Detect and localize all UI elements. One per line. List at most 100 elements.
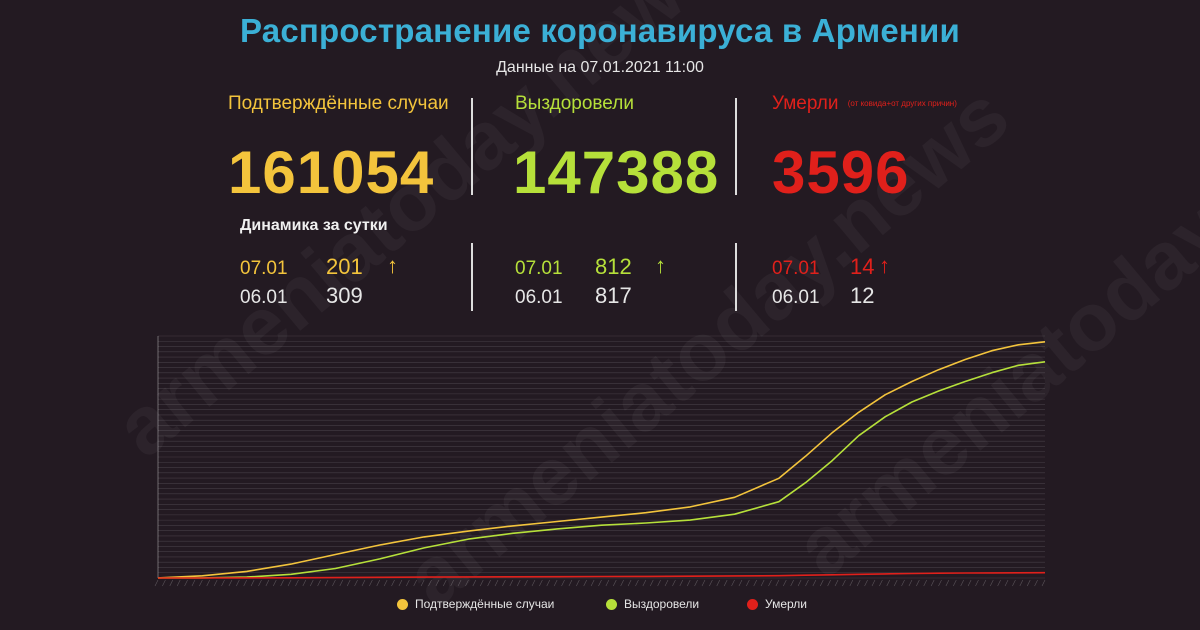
x-tick xyxy=(753,579,757,587)
x-tick xyxy=(997,579,1001,587)
page-title: Распространение коронавируса в Армении xyxy=(240,12,960,49)
x-tick xyxy=(383,579,388,587)
x-tick xyxy=(561,579,565,587)
recovered-up-arrow-icon: ↑ xyxy=(655,253,666,278)
x-tick xyxy=(450,579,454,587)
x-tick xyxy=(901,579,905,587)
x-tick xyxy=(169,579,174,587)
confirmed-today-value: 201 xyxy=(326,254,363,279)
x-tick xyxy=(435,579,440,587)
x-tick xyxy=(428,579,432,587)
x-tick xyxy=(738,579,743,587)
x-tick xyxy=(280,579,284,587)
x-tick xyxy=(598,579,602,587)
x-tick xyxy=(391,579,395,587)
legend-item-confirmed: Подтверждённые случаи xyxy=(397,597,554,611)
x-tick xyxy=(923,579,928,587)
x-tick xyxy=(568,579,573,587)
x-tick xyxy=(590,579,595,587)
x-tick xyxy=(989,579,994,587)
x-tick xyxy=(790,579,794,587)
x-tick xyxy=(457,579,462,587)
legend-label-confirmed: Подтверждённые случаи xyxy=(415,597,555,611)
x-tick xyxy=(176,579,181,587)
x-tick xyxy=(864,579,868,587)
x-tick xyxy=(723,579,728,587)
x-tick xyxy=(856,579,861,587)
deaths-label-text: Умерли xyxy=(772,93,839,114)
x-tick xyxy=(361,579,366,587)
x-tick xyxy=(649,579,654,587)
x-tick xyxy=(546,579,551,587)
x-tick xyxy=(191,579,196,587)
x-tick xyxy=(398,579,403,587)
x-tick xyxy=(583,579,587,587)
series-line-2 xyxy=(158,571,1046,579)
x-tick xyxy=(236,579,240,587)
x-tick xyxy=(672,579,676,587)
deaths-today-date: 07.01 xyxy=(772,258,820,279)
x-tick xyxy=(346,579,351,587)
x-tick xyxy=(369,579,373,587)
legend-item-recovered: Выздоровели xyxy=(606,597,699,611)
x-tick xyxy=(686,579,691,587)
x-tick xyxy=(613,579,617,587)
x-tick xyxy=(701,579,706,587)
x-tick xyxy=(982,579,987,587)
x-tick xyxy=(967,579,972,587)
x-tick xyxy=(657,579,661,587)
legend-item-deaths: Умерли xyxy=(747,597,807,611)
x-tick xyxy=(272,579,277,587)
x-tick xyxy=(827,579,831,587)
legend-label-recovered: Выздоровели xyxy=(624,597,700,611)
x-tick xyxy=(420,579,425,587)
x-tick xyxy=(295,579,299,587)
x-tick xyxy=(332,579,336,587)
x-tick xyxy=(324,579,329,587)
x-tick xyxy=(502,579,506,587)
x-tick xyxy=(775,579,780,587)
x-tick xyxy=(916,579,920,587)
x-tick xyxy=(975,579,979,587)
confirmed-today-date: 07.01 xyxy=(240,258,288,279)
deaths-up-arrow-icon: ↑ xyxy=(879,253,890,278)
x-tick xyxy=(539,579,543,587)
x-tick xyxy=(938,579,942,587)
x-tick xyxy=(317,579,321,587)
deaths-label-note: (от ковида+от других причин) xyxy=(847,99,957,109)
recovered-label: Выздоровели xyxy=(515,93,634,114)
x-tick xyxy=(945,579,950,587)
x-tick xyxy=(930,579,935,587)
x-tick xyxy=(1041,579,1046,587)
confirmed-label: Подтверждённые случаи xyxy=(228,93,449,114)
deaths-prev-date: 06.01 xyxy=(772,287,820,308)
legend-dot-deaths xyxy=(747,598,758,610)
x-tick xyxy=(576,579,580,587)
x-tick xyxy=(354,579,358,587)
x-tick xyxy=(709,579,713,587)
confirmed-value: 161054 xyxy=(228,139,435,206)
x-tick xyxy=(258,579,262,587)
x-tick xyxy=(162,579,166,587)
x-tick xyxy=(221,579,225,587)
x-tick xyxy=(228,579,233,587)
x-tick xyxy=(1019,579,1024,587)
x-tick xyxy=(531,579,536,587)
x-tick xyxy=(746,579,750,587)
legend-dot-recovered xyxy=(606,598,617,610)
legend-label-deaths: Умерли xyxy=(765,597,807,611)
x-tick xyxy=(243,579,247,587)
divider-bottom-2 xyxy=(735,243,737,311)
chart-gridlines xyxy=(154,335,1046,587)
x-tick xyxy=(627,579,632,587)
x-tick xyxy=(553,579,558,587)
x-tick xyxy=(664,579,669,587)
x-tick xyxy=(635,579,639,587)
x-tick xyxy=(199,579,203,587)
deaths-value: 3596 xyxy=(772,139,910,206)
x-tick xyxy=(302,579,307,587)
series-line-0 xyxy=(157,341,1046,579)
x-tick xyxy=(250,579,255,587)
deaths-prev-value: 12 xyxy=(850,283,875,308)
